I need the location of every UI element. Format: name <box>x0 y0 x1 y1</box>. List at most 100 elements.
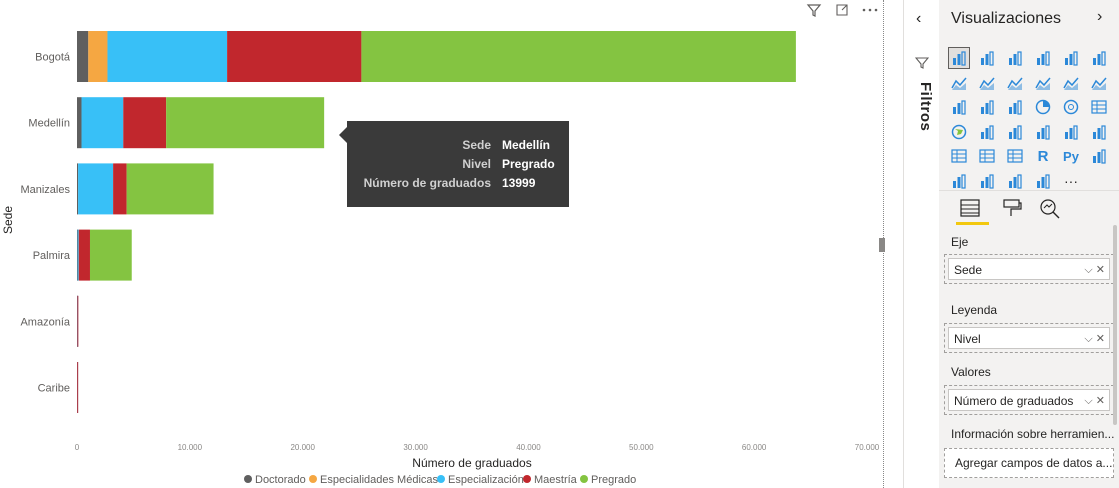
filled-map-icon[interactable] <box>977 122 997 142</box>
clustered-bar-chart-icon[interactable] <box>1005 48 1025 68</box>
legend-dot-icon <box>437 475 445 483</box>
key-influencers-icon[interactable] <box>1089 146 1109 166</box>
legend-item[interactable]: Maestría <box>523 474 577 486</box>
x-tick-label: 50.000 <box>629 443 654 452</box>
legend-item[interactable]: Especialización <box>437 474 524 486</box>
waterfall-chart-icon[interactable] <box>949 97 969 117</box>
bar-segment[interactable] <box>77 295 79 347</box>
tooltip-row: Sede Medellín <box>347 138 569 154</box>
bar-segment[interactable] <box>126 163 214 215</box>
donut-chart-icon[interactable] <box>1061 97 1081 117</box>
area-chart-icon[interactable] <box>977 73 997 93</box>
filter-icon[interactable] <box>806 2 822 18</box>
legend-item[interactable]: Doctorado <box>244 474 306 486</box>
bar-segment[interactable] <box>113 163 127 215</box>
100-stacked-bar-chart-icon[interactable] <box>1061 48 1081 68</box>
slicer-icon[interactable] <box>949 146 969 166</box>
focus-mode-icon[interactable] <box>834 2 850 18</box>
report-canvas: Bogotá Medellín Manizales Palmira Amazonía Ca… <box>0 0 886 488</box>
bar-segment[interactable] <box>77 163 79 215</box>
fields-tab-icon[interactable] <box>959 198 981 223</box>
expand-chevron-icon[interactable]: › <box>1097 8 1103 25</box>
treemap-icon[interactable] <box>1089 97 1109 117</box>
x-tick-label: 40.000 <box>516 443 541 452</box>
axis-field-pill[interactable]: Sede ⌵ ✕ <box>948 258 1110 280</box>
line-chart-icon[interactable] <box>949 73 969 93</box>
multi-row-card-icon[interactable] <box>1061 122 1081 142</box>
kpi-icon[interactable] <box>1089 122 1109 142</box>
analytics-magnifier-icon[interactable] <box>1039 198 1061 225</box>
qa-icon[interactable] <box>977 171 997 191</box>
legend-field-pill[interactable]: Nivel ⌵ ✕ <box>948 327 1110 349</box>
dropdown-remove-icons[interactable]: ⌵ ✕ <box>1084 395 1105 407</box>
smart-narrative-icon[interactable] <box>1005 171 1025 191</box>
bar-segment[interactable] <box>77 229 78 281</box>
x-tick-label: 70.000 <box>855 443 880 452</box>
bar-segment[interactable] <box>227 31 362 82</box>
matrix-icon[interactable] <box>1005 146 1025 166</box>
power-apps-icon[interactable] <box>1033 171 1053 191</box>
table-icon[interactable] <box>977 146 997 166</box>
dropdown-remove-icons[interactable]: ⌵ ✕ <box>1084 264 1105 276</box>
bar-segment[interactable] <box>81 97 124 149</box>
format-paint-roller-icon[interactable] <box>1001 198 1023 223</box>
axis-well[interactable]: Sede ⌵ ✕ <box>944 254 1114 284</box>
category-label: Bogotá <box>35 52 71 64</box>
filters-label[interactable]: Filtros <box>917 82 934 132</box>
tooltip-pointer <box>339 127 347 143</box>
100-stacked-column-chart-icon[interactable] <box>1089 48 1109 68</box>
legend-item[interactable]: Especialidades Médicas <box>309 474 438 486</box>
category-label: Manizales <box>20 184 70 196</box>
bar-segment[interactable] <box>77 97 82 149</box>
scatter-chart-icon[interactable] <box>1005 97 1025 117</box>
line-clustered-column-chart-icon[interactable] <box>1033 73 1053 93</box>
python-visual-icon[interactable]: Py <box>1063 148 1079 164</box>
y-axis-title: Sede <box>1 206 15 234</box>
r-visual-icon[interactable]: R <box>1037 147 1049 165</box>
legend-field-value: Nivel <box>954 332 981 346</box>
bar-segment[interactable] <box>77 229 79 281</box>
values-well[interactable]: Número de graduados ⌵ ✕ <box>944 385 1114 415</box>
more-options-icon[interactable] <box>860 2 880 18</box>
stacked-bar-chart-icon[interactable] <box>948 47 970 69</box>
legend-well[interactable]: Nivel ⌵ ✕ <box>944 323 1114 353</box>
bar-segment[interactable] <box>77 31 89 82</box>
tooltips-well[interactable]: Agregar campos de datos a... <box>944 448 1114 478</box>
collapse-chevron-icon[interactable]: ‹ <box>916 10 922 27</box>
tooltip-value: 13999 <box>502 176 536 190</box>
bar-segment[interactable] <box>361 31 796 82</box>
bar-segment[interactable] <box>107 31 228 82</box>
funnel-chart-icon[interactable] <box>977 97 997 117</box>
category-label: Medellín <box>28 118 70 130</box>
decomposition-tree-icon[interactable] <box>949 171 969 191</box>
bar-segment[interactable] <box>123 97 167 149</box>
pie-chart-icon[interactable] <box>1033 97 1053 117</box>
pane-scrollbar[interactable] <box>1113 225 1117 425</box>
ribbon-chart-icon[interactable] <box>1089 73 1109 93</box>
bar-segment[interactable] <box>78 229 90 281</box>
x-tick-label: 60.000 <box>742 443 767 452</box>
clustered-column-chart-icon[interactable] <box>1033 48 1053 68</box>
legend-item[interactable]: Pregrado <box>580 474 636 486</box>
visualizations-pane: Visualizaciones › R Py ··· Eje Sede ⌵ ✕ Le… <box>939 0 1119 488</box>
map-icon[interactable] <box>949 122 969 142</box>
stacked-area-chart-icon[interactable] <box>1005 73 1025 93</box>
dropdown-remove-icons[interactable]: ⌵ ✕ <box>1084 333 1105 345</box>
gauge-icon[interactable] <box>1005 122 1025 142</box>
legend-dot-icon <box>580 475 588 483</box>
bar-segment[interactable] <box>166 97 325 149</box>
line-stacked-column-chart-icon[interactable] <box>1061 73 1081 93</box>
bar-segment[interactable] <box>77 362 79 413</box>
category-label: Amazonía <box>20 316 70 328</box>
bar-segment[interactable] <box>88 31 108 82</box>
card-icon[interactable] <box>1033 122 1053 142</box>
bar-segment[interactable] <box>89 229 132 281</box>
more-visuals-icon[interactable]: ··· <box>1064 172 1078 189</box>
bar-segment[interactable] <box>78 163 114 215</box>
resize-handle[interactable] <box>879 238 885 252</box>
chart-tooltip: Sede Medellín Nivel Pregrado Número de g… <box>339 121 569 207</box>
stacked-bar-chart[interactable]: Bogotá Medellín Manizales Palmira Amazonía Ca… <box>0 0 886 488</box>
filters-pane[interactable]: ‹ Filtros <box>903 0 940 488</box>
values-field-pill[interactable]: Número de graduados ⌵ ✕ <box>948 389 1110 411</box>
stacked-column-chart-icon[interactable] <box>977 48 997 68</box>
